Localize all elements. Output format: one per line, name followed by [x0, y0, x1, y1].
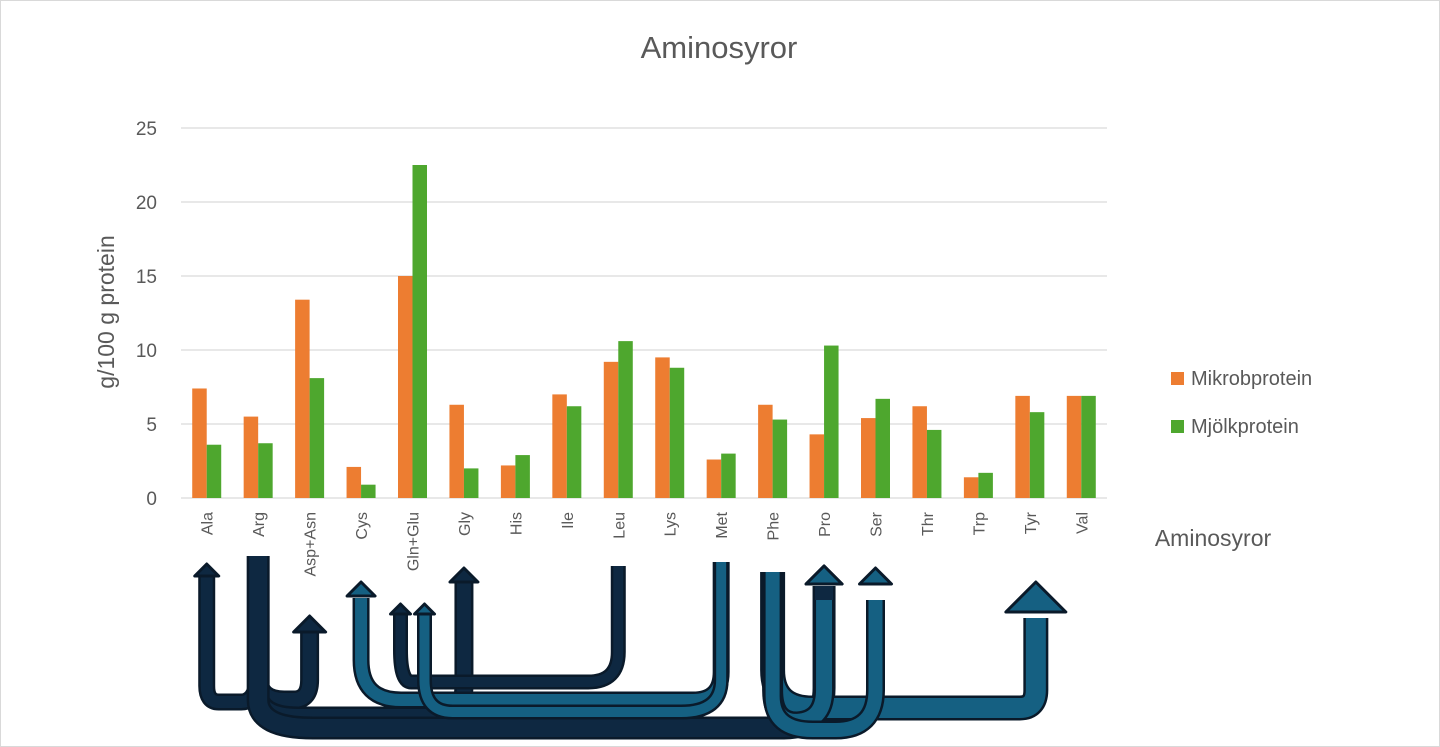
arrowhead [292, 614, 328, 634]
conversion-arrow [763, 566, 893, 740]
bar-mjolkprotein-asp-asn [309, 378, 325, 498]
bar-mjolkprotein-phe [772, 419, 788, 498]
bar-mjolkprotein-cys [361, 484, 376, 498]
bar-mikrobprotein-ser [861, 418, 876, 498]
bar-mjolkprotein-thr [926, 429, 942, 498]
conversion-arrows [193, 556, 1068, 740]
bar-mjolkprotein-his [515, 455, 530, 498]
x-tick-label: Pro [817, 512, 834, 537]
bar-mikrobprotein-tyr [1015, 395, 1030, 498]
bar-mikrobprotein-lys [655, 357, 670, 498]
arrowhead [389, 602, 412, 616]
bar-mikrobprotein-trp [963, 477, 979, 498]
arrowhead [345, 580, 377, 598]
arrowhead [858, 566, 893, 586]
arrowhead [448, 566, 480, 584]
x-tick-label: Leu [611, 512, 628, 539]
bar-mikrobprotein-arg [243, 416, 259, 498]
bar-mjolkprotein-arg [258, 443, 273, 498]
arrowhead [804, 564, 844, 586]
arrowhead [193, 562, 221, 578]
conversion-arrow [389, 566, 626, 690]
bar-mjolkprotein-ile [566, 406, 582, 498]
bar-mikrobprotein-gly [449, 404, 464, 498]
x-axis-categories: Ala Arg Asp+Asn Cys Gln+Glu Gly His Ile Leu Lys Me… [200, 511, 1092, 576]
bar-mikrobprotein-leu [603, 361, 619, 498]
bar-mikrobprotein-val [1066, 395, 1082, 498]
x-tick-label: Ala [200, 512, 217, 535]
bar-mikrobprotein-met [706, 459, 722, 498]
arrowhead [1004, 580, 1068, 614]
y-axis-ticks: 0 5 10 15 20 25 [136, 119, 157, 510]
y-tick-label: 20 [136, 193, 157, 214]
bar-mjolkprotein-trp [978, 472, 993, 498]
x-tick-label: Gln+Glu [406, 512, 423, 571]
bar-mjolkprotein-ser [875, 398, 890, 498]
y-tick-label: 15 [136, 267, 157, 288]
conversion-arrow [413, 562, 729, 720]
legend: Mikrobprotein Mjölkprotein [1171, 368, 1312, 438]
bar-mikrobprotein-phe [758, 404, 773, 498]
bar-mikrobprotein-cys [346, 466, 362, 498]
y-tick-label: 10 [136, 341, 157, 362]
x-tick-label: Ser [869, 511, 886, 537]
arrowhead [413, 602, 436, 616]
bar-mikrobprotein-ala [192, 388, 207, 498]
gridlines [181, 127, 1107, 499]
x-tick-label: Val [1074, 512, 1091, 534]
x-tick-label: Phe [766, 512, 783, 541]
bar-mikrobprotein-gln-glu [398, 276, 413, 498]
bar-mjolkprotein-tyr [1029, 412, 1045, 498]
x-tick-label: Cys [354, 512, 371, 540]
x-tick-label: Thr [920, 511, 937, 536]
chart-title: Aminosyror [641, 30, 798, 65]
legend-swatch [1171, 420, 1184, 433]
x-tick-label: Lys [663, 512, 680, 536]
bar-mikrobprotein-his [500, 465, 516, 498]
y-tick-label: 5 [146, 415, 157, 436]
x-tick-label: Ile [560, 512, 577, 529]
bar-mjolkprotein-pro [824, 345, 839, 498]
y-tick-label: 0 [146, 489, 157, 510]
x-tick-label: His [508, 512, 525, 535]
bar-mjolkprotein-ala [206, 444, 222, 498]
x-tick-label: Arg [251, 512, 268, 537]
bar-mjolkprotein-gly [463, 468, 479, 498]
legend-label: Mikrobprotein [1191, 368, 1312, 390]
legend-label: Mjölkprotein [1191, 416, 1299, 438]
bar-mjolkprotein-val [1081, 395, 1096, 498]
bars [192, 165, 1096, 498]
bar-mjolkprotein-met [721, 453, 736, 498]
bar-mikrobprotein-thr [912, 406, 927, 498]
x-axis-title: Aminosyror [1155, 525, 1272, 551]
bar-mjolkprotein-lys [669, 367, 685, 498]
bar-mjolkprotein-gln-glu [412, 165, 427, 498]
bar-mikrobprotein-asp-asn [295, 299, 310, 498]
bar-mjolkprotein-leu [618, 341, 633, 498]
x-tick-label: Tyr [1023, 511, 1040, 534]
bar-mikrobprotein-ile [552, 394, 567, 498]
legend-swatch [1171, 372, 1184, 385]
y-tick-label: 25 [136, 119, 157, 140]
bar-mikrobprotein-pro [809, 434, 825, 498]
x-tick-label: Met [714, 511, 731, 538]
x-tick-label: Asp+Asn [303, 512, 320, 576]
x-tick-label: Gly [457, 512, 474, 536]
x-tick-label: Trp [971, 512, 988, 536]
y-axis-title: g/100 g protein [93, 235, 119, 388]
